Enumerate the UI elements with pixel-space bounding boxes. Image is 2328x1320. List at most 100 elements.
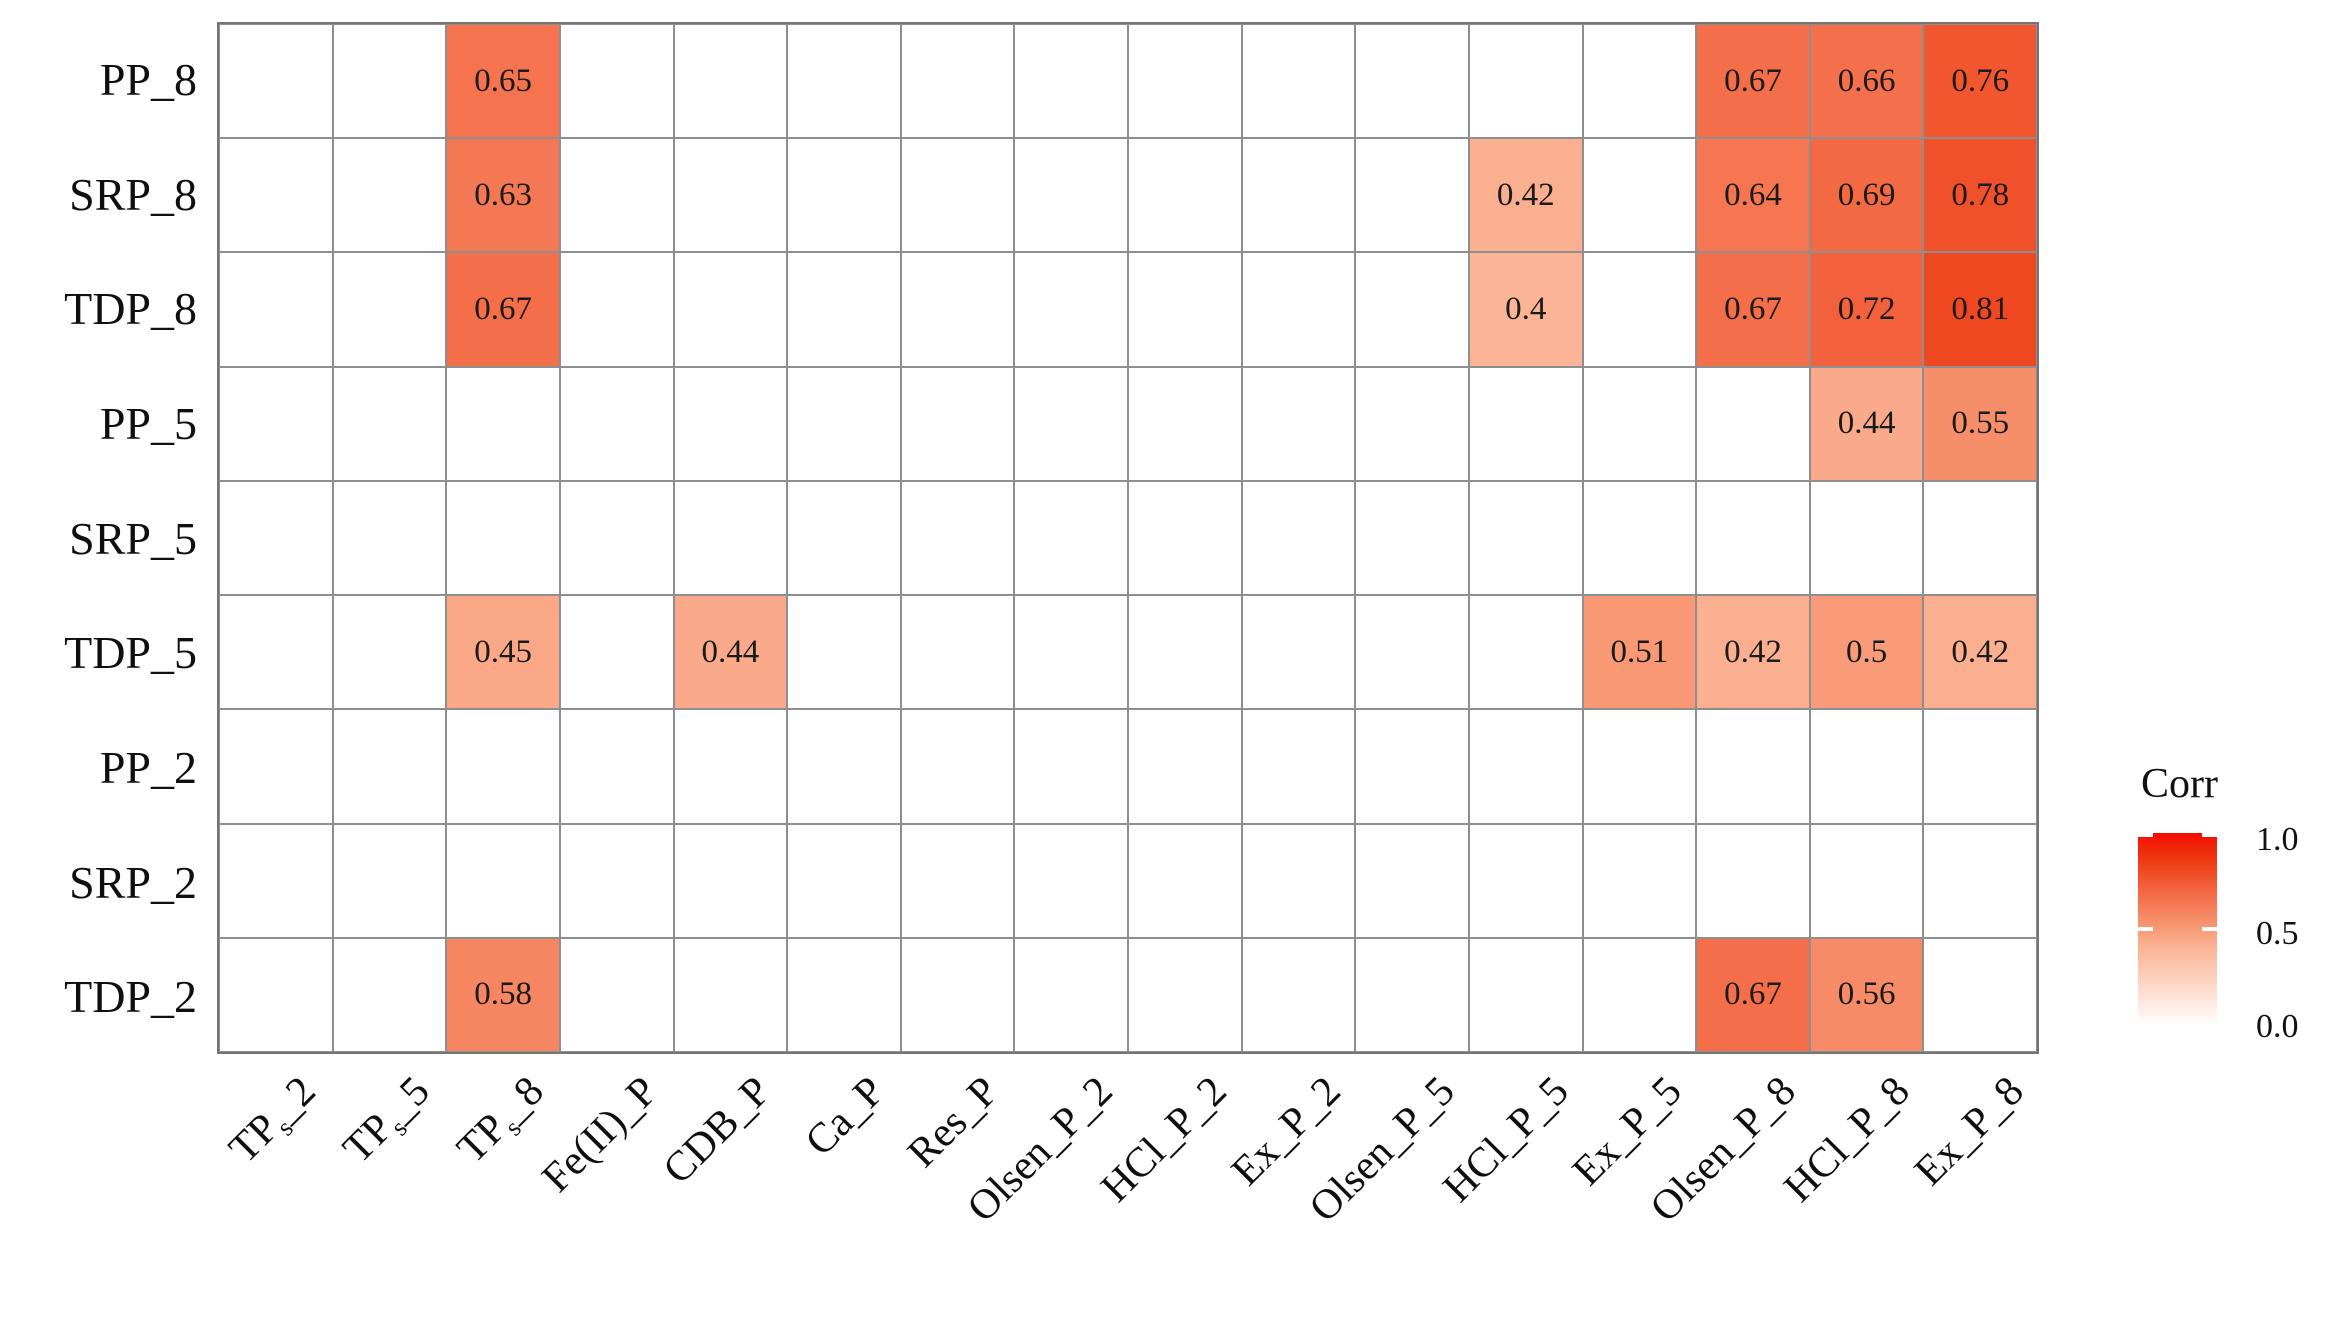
y-axis-label: SRP_8 — [69, 168, 197, 220]
legend-tick-label: 0.0 — [2256, 1008, 2299, 1045]
heatmap-grid: 0.65 0.67 0.66 0.76 0.63 0.42 0.64 0.69 0.78 0.67… — [217, 22, 2039, 1054]
heatmap-cell: 0.44 — [1809, 366, 1924, 481]
heatmap-cell: 0.67 — [446, 252, 560, 367]
heatmap-cell — [900, 595, 1015, 710]
legend-gradient-bar — [2138, 833, 2217, 1026]
heatmap-cell — [1809, 480, 1924, 596]
y-axis-label: PP_2 — [99, 741, 197, 793]
heatmap-cell — [1128, 823, 1242, 938]
heatmap-cell — [673, 709, 788, 824]
heatmap-cell — [673, 823, 788, 938]
heatmap-cell — [446, 823, 560, 938]
heatmap-cell: 0.67 — [1696, 937, 1810, 1052]
heatmap-cell — [1128, 937, 1242, 1052]
heatmap-cell — [1014, 709, 1128, 824]
heatmap-cell — [1241, 24, 1356, 139]
heatmap-cell — [900, 138, 1015, 253]
heatmap-cell — [446, 480, 560, 596]
heatmap-cell — [673, 366, 788, 481]
y-axis-label: SRP_2 — [69, 856, 197, 908]
heatmap-cell — [673, 480, 788, 596]
heatmap-cell — [1582, 252, 1697, 367]
heatmap-cell: 0.5 — [1809, 595, 1924, 710]
heatmap-cell — [1468, 595, 1583, 710]
heatmap-cell — [787, 24, 901, 139]
heatmap-cell — [1582, 366, 1697, 481]
heatmap-cell — [673, 138, 788, 253]
heatmap-cell — [1241, 937, 1356, 1052]
heatmap-cell — [900, 252, 1015, 367]
heatmap-cell — [1241, 366, 1356, 481]
heatmap-cell — [1241, 138, 1356, 253]
heatmap-cell — [1696, 823, 1810, 938]
heatmap-cell — [559, 24, 674, 139]
heatmap-cell — [673, 937, 788, 1052]
heatmap-cell — [1014, 366, 1128, 481]
heatmap-cell: 0.42 — [1696, 595, 1810, 710]
heatmap-cell — [446, 366, 560, 481]
heatmap-cell: 0.76 — [1923, 24, 2037, 139]
heatmap-cell — [559, 252, 674, 367]
heatmap-cell — [1241, 823, 1356, 938]
heatmap-cell — [1468, 937, 1583, 1052]
heatmap-cell: 0.44 — [673, 595, 788, 710]
heatmap-cell — [1355, 138, 1469, 253]
heatmap-cell — [1923, 709, 2037, 824]
legend-top-tick-left — [2138, 833, 2153, 837]
heatmap-cell — [673, 24, 788, 139]
heatmap-cell — [787, 480, 901, 596]
heatmap-cell — [1582, 138, 1697, 253]
heatmap-cell — [332, 823, 447, 938]
heatmap-cell — [559, 709, 674, 824]
heatmap-cell — [1355, 480, 1469, 596]
heatmap-cell — [1128, 480, 1242, 596]
y-axis-label: TDP_8 — [64, 283, 197, 335]
heatmap-cell: 0.58 — [446, 937, 560, 1052]
heatmap-cell — [900, 480, 1015, 596]
heatmap-cell: 0.78 — [1923, 138, 2037, 253]
heatmap-cell: 0.69 — [1809, 138, 1924, 253]
heatmap-cell — [673, 252, 788, 367]
heatmap-cell — [1923, 480, 2037, 596]
heatmap-cell — [1355, 595, 1469, 710]
heatmap-cell — [1241, 252, 1356, 367]
heatmap-cell — [559, 480, 674, 596]
heatmap-cell — [787, 595, 901, 710]
heatmap-cell — [1809, 709, 1924, 824]
heatmap-cell — [1128, 709, 1242, 824]
y-axis-label: PP_8 — [99, 53, 197, 105]
heatmap-cell: 0.63 — [446, 138, 560, 253]
heatmap-cell — [1468, 709, 1583, 824]
heatmap-cell — [1014, 823, 1128, 938]
heatmap-cell — [900, 366, 1015, 481]
heatmap-cell — [1582, 823, 1697, 938]
heatmap-cell — [219, 595, 333, 710]
heatmap-cell — [1696, 480, 1810, 596]
heatmap-cell — [1355, 366, 1469, 481]
heatmap-cell — [1468, 823, 1583, 938]
y-axis-label: PP_5 — [99, 397, 197, 449]
heatmap-cell — [1582, 709, 1697, 824]
heatmap-cell — [787, 366, 901, 481]
heatmap-cell — [1696, 366, 1810, 481]
heatmap-cell — [1809, 823, 1924, 938]
heatmap-cell — [1241, 480, 1356, 596]
y-axis-label: TDP_5 — [64, 627, 197, 679]
heatmap-cell — [1128, 138, 1242, 253]
heatmap-cell — [787, 252, 901, 367]
heatmap-cell: 0.42 — [1923, 595, 2037, 710]
heatmap-cell — [1128, 24, 1242, 139]
heatmap-cell: 0.4 — [1468, 252, 1583, 367]
heatmap-cell — [332, 24, 447, 139]
heatmap-cell: 0.81 — [1923, 252, 2037, 367]
heatmap-cell — [1128, 366, 1242, 481]
heatmap-cell — [559, 595, 674, 710]
heatmap-cell — [332, 709, 447, 824]
heatmap-cell — [1468, 480, 1583, 596]
heatmap-cell — [1355, 937, 1469, 1052]
heatmap-cell — [1241, 709, 1356, 824]
heatmap-cell — [332, 138, 447, 253]
heatmap-cell: 0.64 — [1696, 138, 1810, 253]
heatmap-cell — [1241, 595, 1356, 710]
heatmap-cell — [219, 480, 333, 596]
